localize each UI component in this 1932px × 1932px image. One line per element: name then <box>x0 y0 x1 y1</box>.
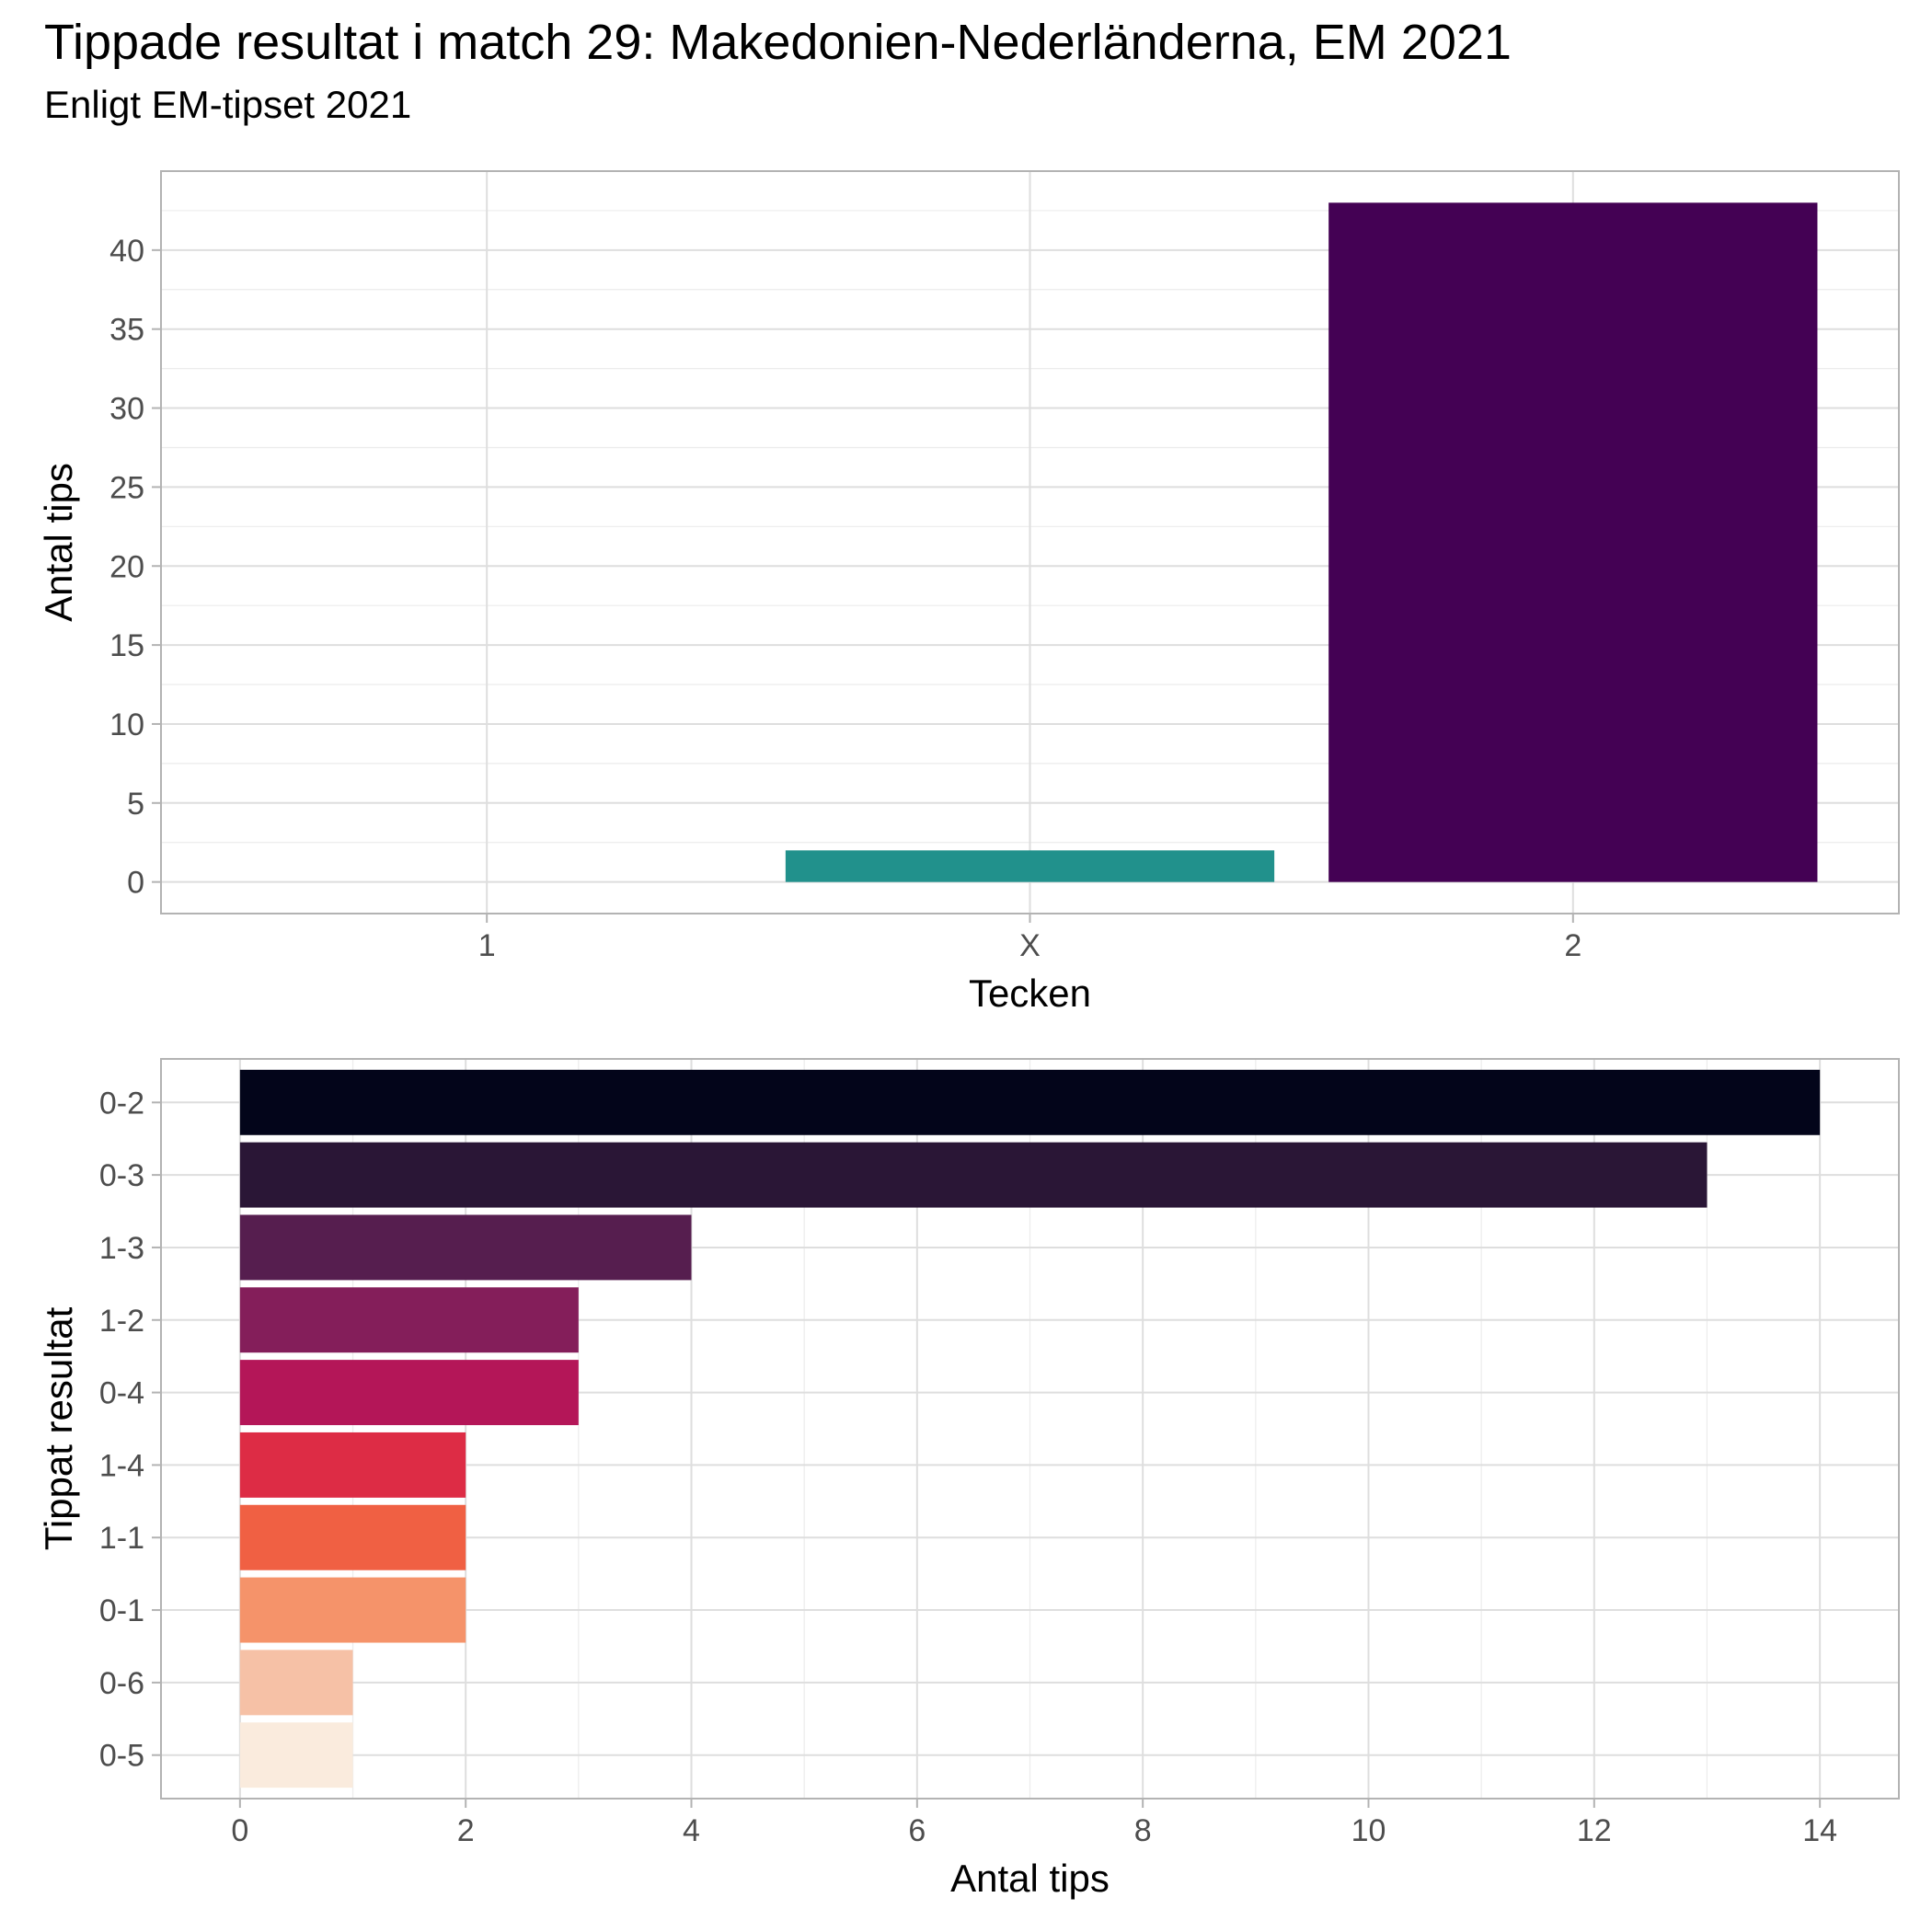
top-chart-ticks: 0 5 10 15 20 25 30 35 40 1 X 2 <box>109 234 1581 963</box>
bottom-chart-panel-border <box>160 1058 1900 1800</box>
top-y-tick-label: 30 <box>109 392 144 427</box>
bottom-y-tick-label: 0-5 <box>99 1739 144 1774</box>
bottom-y-tick-label: 1-3 <box>99 1231 144 1266</box>
top-chart-y-axis-title: Antal tips <box>37 463 80 622</box>
bar-result-0-1 <box>239 1577 466 1643</box>
bottom-y-tick-label: 0-1 <box>99 1593 144 1628</box>
bar-result-1-3 <box>239 1214 692 1281</box>
top-y-tick-label: 40 <box>109 234 144 269</box>
bottom-chart-ticks: 0 2 4 6 8 10 12 14 0-2 0-3 1-3 1-2 0-4 1-4 1-1 0-1 0-6 0-… <box>99 1086 1837 1848</box>
bottom-x-tick-label: 2 <box>457 1813 475 1848</box>
top-y-tick-label: 35 <box>109 313 144 348</box>
bottom-x-tick-label: 6 <box>908 1813 926 1848</box>
bar-result-0-5 <box>239 1722 353 1788</box>
top-y-tick-label: 25 <box>109 470 144 505</box>
bar-result-0-6 <box>239 1650 353 1716</box>
chart-subtitle: Enligt EM-tipset 2021 <box>44 83 412 126</box>
bar-result-1-1 <box>239 1504 466 1570</box>
bottom-y-tick-label: 0-2 <box>99 1086 144 1121</box>
bottom-x-tick-label: 10 <box>1351 1813 1386 1848</box>
top-x-tick-label: 2 <box>1564 928 1581 963</box>
bottom-y-tick-label: 0-3 <box>99 1158 144 1193</box>
bar-sign-X <box>785 850 1275 882</box>
top-y-tick-label: 20 <box>109 549 144 584</box>
bottom-y-tick-label: 1-1 <box>99 1521 144 1556</box>
bottom-x-tick-label: 0 <box>231 1813 248 1848</box>
bottom-y-tick-label: 1-4 <box>99 1448 144 1483</box>
bottom-x-tick-label: 4 <box>683 1813 700 1848</box>
bar-result-0-4 <box>239 1360 579 1426</box>
bottom-chart-y-axis-title: Tippat resultat <box>37 1306 80 1550</box>
top-y-tick-label: 0 <box>127 866 144 901</box>
top-y-tick-label: 5 <box>127 787 144 822</box>
top-chart-sign-counts: 0 5 10 15 20 25 30 35 40 1 X 2 Tecken Antal tips <box>37 170 1900 1015</box>
bottom-chart-bars <box>239 1069 1821 1788</box>
bottom-y-tick-label: 0-6 <box>99 1666 144 1701</box>
bottom-x-tick-label: 12 <box>1577 1813 1612 1848</box>
bar-result-0-3 <box>239 1142 1708 1208</box>
bar-sign-2 <box>1328 202 1818 882</box>
chart-title: Tippade resultat i match 29: Makedonien-… <box>44 15 1512 70</box>
bar-result-1-2 <box>239 1287 579 1353</box>
bottom-y-tick-label: 0-4 <box>99 1376 144 1411</box>
bar-result-1-4 <box>239 1432 466 1498</box>
top-y-tick-label: 15 <box>109 628 144 663</box>
top-chart-x-axis-title: Tecken <box>969 972 1091 1015</box>
top-x-tick-label: 1 <box>478 928 496 963</box>
bottom-y-tick-label: 1-2 <box>99 1304 144 1339</box>
top-y-tick-label: 10 <box>109 707 144 742</box>
bottom-chart-x-axis-title: Antal tips <box>950 1857 1110 1900</box>
bottom-x-tick-label: 8 <box>1134 1813 1152 1848</box>
top-chart-bars <box>785 202 1818 882</box>
bottom-x-tick-label: 14 <box>1802 1813 1837 1848</box>
bar-result-0-2 <box>239 1069 1821 1135</box>
top-x-tick-label: X <box>1019 928 1041 963</box>
